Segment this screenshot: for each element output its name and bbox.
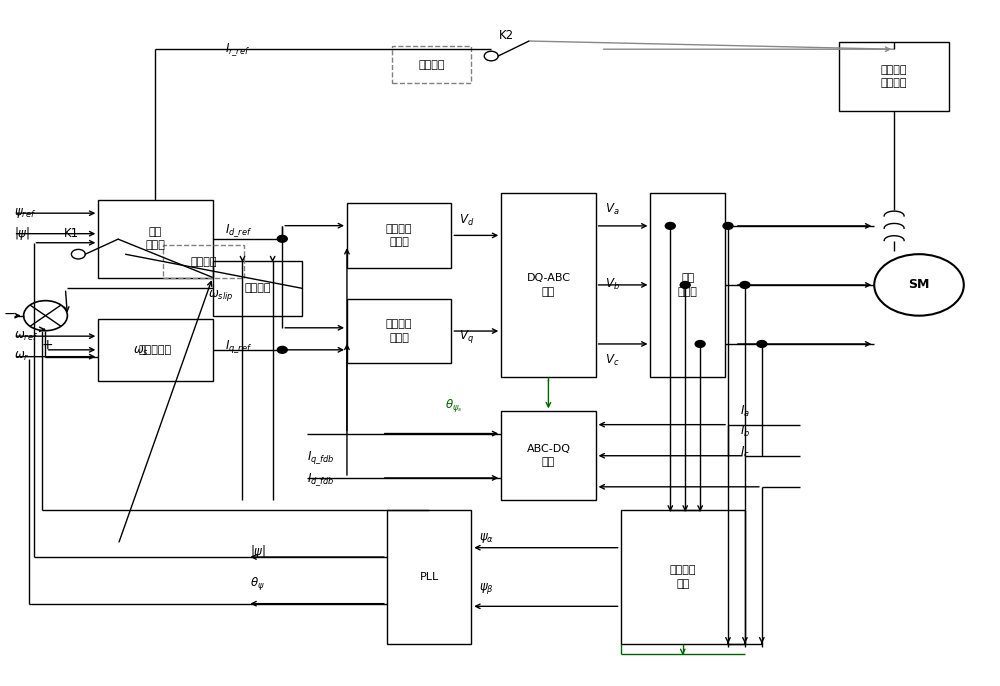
Text: $\omega_s$: $\omega_s$	[133, 344, 149, 357]
Text: 转矩电流
调节器: 转矩电流 调节器	[386, 320, 412, 342]
Text: +: +	[42, 338, 53, 351]
Text: $\theta_{\psi_s}$: $\theta_{\psi_s}$	[445, 397, 463, 414]
Text: DQ-ABC
变换: DQ-ABC 变换	[526, 273, 570, 296]
Text: K2: K2	[499, 29, 514, 42]
Bar	[163, 246, 244, 278]
Text: $V_d$: $V_d$	[459, 213, 475, 228]
Circle shape	[757, 340, 767, 347]
Text: $\psi_\alpha$: $\psi_\alpha$	[479, 531, 494, 545]
Text: 无刷直流
励磁装置: 无刷直流 励磁装置	[881, 65, 907, 88]
Text: $\psi_{ref}$: $\psi_{ref}$	[14, 206, 36, 220]
Text: −: −	[4, 307, 16, 321]
Text: $V_c$: $V_c$	[605, 353, 619, 368]
Text: 三相
逆变器: 三相 逆变器	[678, 273, 698, 296]
Circle shape	[277, 235, 287, 242]
Text: $\theta_\psi$: $\theta_\psi$	[250, 575, 265, 592]
Text: $|\psi|$: $|\psi|$	[250, 543, 267, 560]
Text: $I_{d\_fdb}$: $I_{d\_fdb}$	[307, 471, 335, 488]
Text: $I_{r\_ref}$: $I_{r\_ref}$	[225, 41, 250, 58]
Text: $I_a$: $I_a$	[740, 404, 750, 419]
Bar	[347, 298, 451, 364]
Text: $I_{q\_ref}$: $I_{q\_ref}$	[225, 338, 252, 355]
Text: $I_b$: $I_b$	[740, 424, 750, 439]
Circle shape	[665, 222, 675, 229]
Text: 磁链
调节器: 磁链 调节器	[145, 227, 165, 250]
Bar	[98, 200, 213, 278]
Bar	[650, 193, 725, 377]
Circle shape	[723, 222, 733, 229]
Text: $\omega_r$: $\omega_r$	[14, 350, 29, 363]
Text: $I_c$: $I_c$	[740, 445, 750, 460]
Circle shape	[277, 346, 287, 353]
Text: ABC-DQ
变换: ABC-DQ 变换	[526, 444, 570, 467]
Bar	[501, 412, 596, 500]
Text: PLL: PLL	[419, 572, 439, 582]
Text: SM: SM	[908, 279, 930, 292]
Text: 转差补偿: 转差补偿	[244, 283, 271, 294]
Bar	[98, 319, 213, 381]
Text: $I_{d\_ref}$: $I_{d\_ref}$	[225, 222, 252, 239]
Text: 励磁电流
调节器: 励磁电流 调节器	[386, 224, 412, 247]
Text: $\psi_\beta$: $\psi_\beta$	[479, 582, 494, 596]
Circle shape	[680, 281, 690, 288]
Circle shape	[695, 340, 705, 347]
Text: 定子磁通
计算: 定子磁通 计算	[669, 565, 696, 589]
Bar	[213, 261, 302, 316]
Circle shape	[740, 281, 750, 288]
Bar	[347, 203, 451, 268]
Text: $\omega_{slip}$: $\omega_{slip}$	[208, 287, 233, 303]
Text: $I_{q\_fdb}$: $I_{q\_fdb}$	[307, 449, 335, 466]
Text: $V_q$: $V_q$	[459, 328, 474, 344]
Bar	[392, 46, 471, 84]
Bar	[621, 510, 745, 643]
Bar	[387, 510, 471, 643]
Text: K1: K1	[64, 227, 79, 240]
Text: $V_b$: $V_b$	[605, 277, 620, 292]
Text: $\omega_{ref}$: $\omega_{ref}$	[14, 329, 38, 343]
Bar	[501, 193, 596, 377]
Text: 速度调节器: 速度调节器	[139, 345, 172, 355]
Text: 同步运行: 同步运行	[418, 60, 445, 69]
Text: $|\psi|$: $|\psi|$	[14, 225, 30, 242]
Text: 异步起动: 异步起动	[190, 257, 217, 267]
Text: $V_a$: $V_a$	[605, 202, 619, 217]
Bar	[839, 43, 949, 110]
